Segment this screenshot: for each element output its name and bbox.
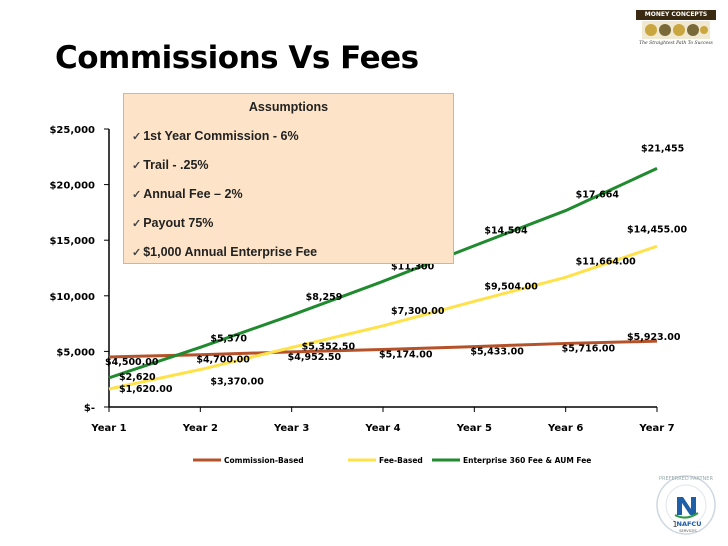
y-tick-label: $25,000 [49, 125, 95, 136]
y-tick-label: $- [84, 403, 95, 414]
assumptions-box: Assumptions ✓ 1st Year Commission - 6% ✓ T… [123, 93, 454, 264]
assumption-text: Trail - .25% [143, 158, 209, 172]
assumption-item: ✓ Trail - .25% [132, 157, 317, 186]
data-label: $21,455 [641, 143, 684, 154]
legend-label: Fee-Based [379, 456, 423, 465]
data-label: $5,174.00 [379, 349, 433, 360]
assumption-text: Annual Fee – 2% [143, 187, 243, 201]
page-number: 1 [672, 520, 677, 529]
assumption-item: ✓ 1st Year Commission - 6% [132, 128, 317, 157]
logo-emblem-icon [642, 21, 710, 39]
data-label: $14,504 [484, 226, 528, 237]
y-tick-label: $20,000 [49, 181, 95, 192]
data-label: $5,352.50 [302, 341, 356, 352]
data-label: $1,620.00 [119, 384, 173, 395]
assumption-text: $1,000 Annual Enterprise Fee [143, 245, 318, 259]
assumptions-list: ✓ 1st Year Commission - 6% ✓ Trail - .25% … [132, 128, 317, 273]
data-label: $9,504.00 [484, 281, 538, 292]
y-tick-label: $15,000 [49, 236, 95, 247]
data-label: $7,300.00 [391, 306, 445, 317]
assumptions-title: Assumptions [248, 100, 329, 114]
nafcu-n-icon [677, 497, 696, 515]
check-icon: ✓ [132, 247, 142, 259]
data-label: $3,370.00 [210, 377, 264, 388]
data-label: $8,259 [306, 292, 343, 303]
data-label: $5,433.00 [470, 347, 524, 358]
assumption-item: ✓ $1,000 Annual Enterprise Fee [132, 244, 317, 273]
data-label: $11,664.00 [576, 256, 636, 267]
badge-sub: SERVICES [679, 529, 697, 533]
badge-org: NAFCU [677, 520, 702, 528]
data-label: $5,923.00 [627, 332, 681, 343]
series-line-1 [108, 244, 658, 391]
nafcu-preferred-partner-badge: PREFERRED PARTNER NAFCU SERVICES 1 [656, 475, 716, 535]
x-tick-label: Year 7 [638, 423, 674, 434]
assumption-text: 1st Year Commission - 6% [143, 129, 299, 143]
data-label: $4,500.00 [105, 357, 159, 368]
assumption-text: Payout 75% [143, 216, 214, 230]
x-tick-label: Year 2 [182, 423, 218, 434]
logo-text: MONEY CONCEPTS [636, 10, 716, 20]
assumption-item: ✓ Payout 75% [132, 215, 317, 244]
check-icon: ✓ [132, 131, 142, 143]
check-icon: ✓ [132, 189, 142, 201]
logo-tagline: The Straightest Path To Success [639, 41, 713, 46]
data-labels: $4,500.00 $4,700.00 $4,952.50 $5,174.00 $5,4… [105, 143, 687, 395]
money-concepts-logo: MONEY CONCEPTS The Straightest Path To S… [636, 10, 716, 54]
y-tick-label: $5,000 [56, 347, 95, 358]
data-label: $5,716.00 [562, 343, 616, 354]
chart-legend: Commission-Based Fee-Based Enterprise 360 … [193, 456, 591, 465]
data-label: $14,455.00 [627, 224, 687, 235]
assumption-item: ✓ Annual Fee – 2% [132, 186, 317, 215]
data-label: $4,952.50 [288, 352, 342, 363]
series-line-0 [108, 339, 658, 359]
x-tick-label: Year 6 [547, 423, 583, 434]
check-icon: ✓ [132, 160, 142, 172]
data-label: $4,700.00 [196, 355, 250, 366]
check-icon: ✓ [132, 218, 142, 230]
x-tick-label: Year 5 [456, 423, 492, 434]
legend-label: Enterprise 360 Fee & AUM Fee [463, 456, 591, 465]
y-tick-label: $10,000 [49, 292, 95, 303]
data-label: $17,664 [576, 190, 620, 201]
data-label: $5,370 [210, 333, 247, 344]
data-label: $11,300 [391, 261, 435, 272]
slide-title: Commissions Vs Fees [55, 40, 419, 76]
legend-label: Commission-Based [224, 456, 304, 465]
series-line-2 [108, 167, 658, 380]
series-lines [108, 167, 658, 391]
x-tick-label: Year 1 [90, 423, 126, 434]
badge-ring-text: PREFERRED PARTNER [659, 476, 713, 482]
chart-axes: $- $5,000 $10,000 $15,000 $20,000 $25,000 Year… [49, 125, 674, 434]
x-tick-label: Year 3 [273, 423, 309, 434]
x-tick-label: Year 4 [364, 423, 400, 434]
data-label: $2,620 [119, 372, 156, 383]
